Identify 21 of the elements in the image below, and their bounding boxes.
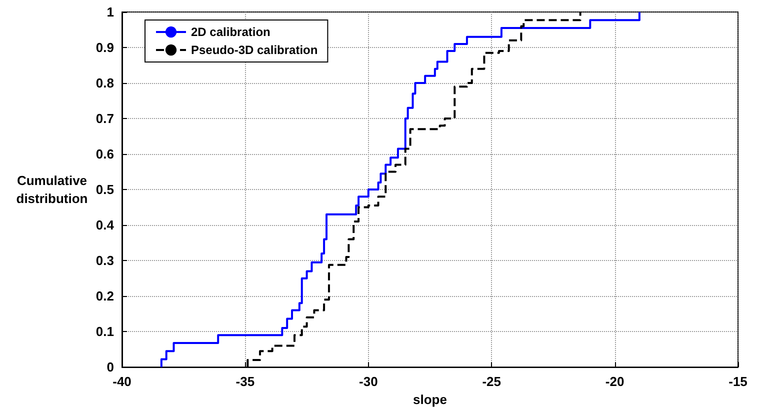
y-tick-label: 1 bbox=[106, 4, 114, 20]
y-tick-label: 0.2 bbox=[96, 288, 114, 304]
y-tick-label: 0.6 bbox=[96, 146, 114, 162]
x-tick-label: -30 bbox=[359, 374, 378, 390]
x-tick-label: -35 bbox=[236, 374, 255, 390]
y-axis-title: Cumulative distribution bbox=[16, 173, 88, 206]
x-axis-title: slope bbox=[413, 392, 447, 407]
y-tick-label: 0.8 bbox=[96, 76, 114, 91]
y-tick-label: 0.3 bbox=[96, 253, 114, 268]
legend-label: Pseudo-3D calibration bbox=[191, 43, 318, 57]
legend-label: 2D calibration bbox=[191, 25, 270, 39]
y-tick-label: 0.5 bbox=[96, 182, 114, 198]
x-tick-label: -40 bbox=[112, 374, 132, 390]
y-tick-label: 0.4 bbox=[96, 218, 115, 233]
y-tick-label: 0.7 bbox=[96, 111, 114, 126]
y-tick-label: 0.1 bbox=[96, 324, 114, 340]
y-tick-label: 0 bbox=[106, 360, 114, 375]
y-tick-label: 0.9 bbox=[96, 40, 114, 56]
x-tick-label: -15 bbox=[728, 374, 748, 390]
x-tick-label: -25 bbox=[482, 374, 501, 390]
x-tick-label: -20 bbox=[605, 374, 624, 390]
